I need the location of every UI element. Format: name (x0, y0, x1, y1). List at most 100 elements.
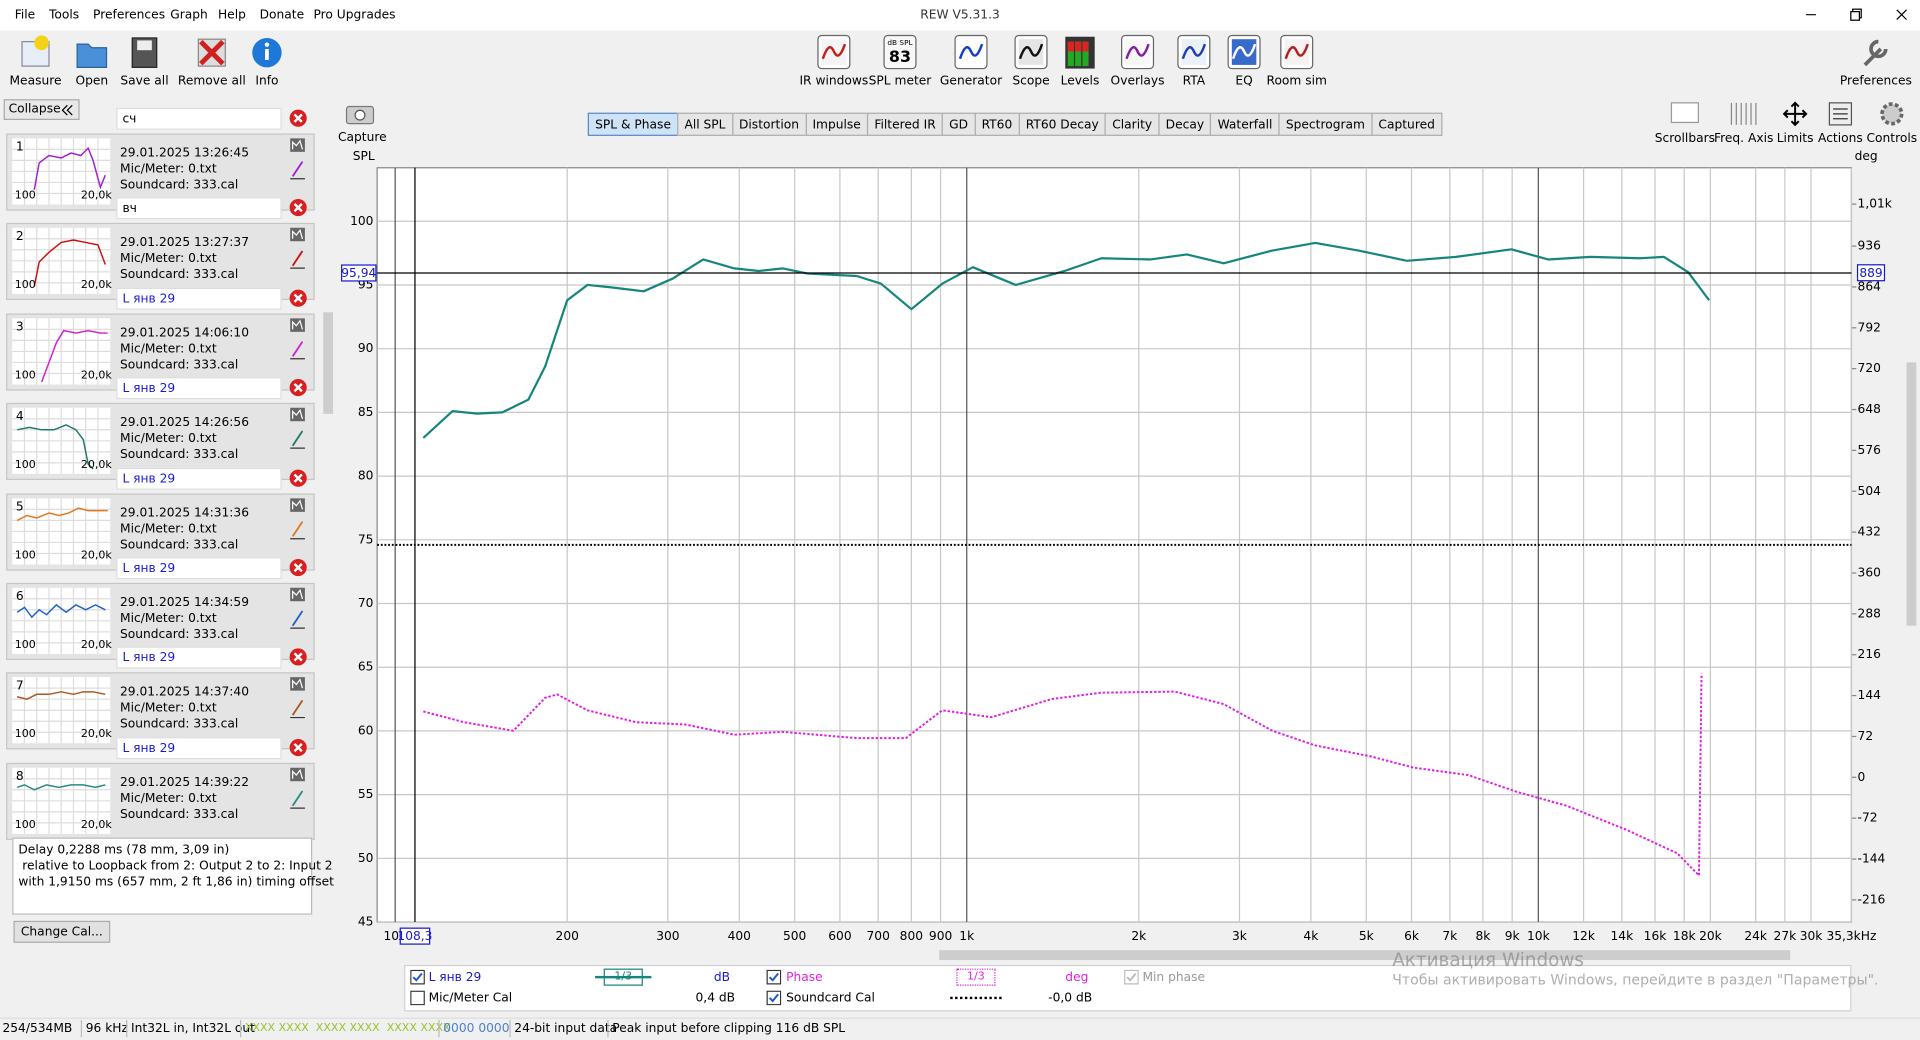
graph-tool-label[interactable]: Controls (1866, 132, 1918, 146)
measurement-name-field[interactable]: L янв 29 (116, 287, 282, 310)
measurement-thumbnail[interactable] (12, 587, 111, 654)
window-button[interactable] (1847, 5, 1867, 25)
toolbar-button[interactable]: Save all (103, 34, 186, 90)
menu-item[interactable]: File (14, 8, 36, 23)
checkbox[interactable] (766, 969, 782, 985)
measurement-name-field[interactable]: L янв 29 (116, 647, 282, 670)
checkbox[interactable] (766, 990, 782, 1006)
measurement-name-field[interactable]: L янв 29 (116, 736, 282, 759)
icon-glyph (958, 43, 984, 60)
measurement-actions[interactable] (289, 227, 306, 283)
checkbox[interactable] (410, 990, 425, 1006)
graph-tool-icon[interactable] (1824, 100, 1856, 127)
remove-button[interactable] (289, 199, 307, 217)
toolbar-button[interactable]: Room sim (1255, 34, 1338, 90)
toolbar-button[interactable]: Open (50, 34, 133, 90)
graph-tool-label[interactable]: Limits (1776, 132, 1814, 146)
tab[interactable]: Distortion (731, 112, 807, 136)
toolbar-button[interactable]: Preferences (1834, 34, 1917, 90)
tab[interactable]: RT60 (974, 112, 1020, 136)
window-button[interactable] (1892, 5, 1912, 25)
y2-tick-label: 0 (1858, 770, 1866, 784)
remove-button[interactable] (289, 558, 307, 577)
remove-button[interactable] (289, 379, 307, 397)
tab[interactable]: GD (941, 112, 976, 136)
measurement-actions[interactable] (289, 676, 306, 732)
capture-icon[interactable] (345, 103, 375, 125)
remove-button[interactable] (289, 648, 307, 666)
toolbar-button[interactable]: Scope (989, 34, 1072, 90)
menu-item[interactable]: Pro Upgrades (313, 8, 396, 23)
graph-tool-label[interactable]: Actions (1818, 132, 1863, 146)
measurement-thumbnail[interactable] (12, 138, 111, 205)
graph-tool-label[interactable]: Freq. Axis (1713, 132, 1774, 146)
graph-tool-icon[interactable] (1779, 100, 1811, 127)
checkbox[interactable] (410, 969, 425, 985)
measurement-thumbnail[interactable] (12, 407, 111, 475)
smoothing-box[interactable]: 1/3 (603, 968, 643, 986)
tab[interactable]: Waterfall (1210, 112, 1280, 136)
toolbar-button[interactable]: Generator (929, 34, 1012, 90)
collapse-button[interactable]: Collapse (3, 99, 80, 121)
measurement-mic: Mic/Meter: 0.txt (120, 342, 217, 357)
measurement-thumbnail[interactable] (12, 497, 111, 564)
tab[interactable]: SPL & Phase (587, 112, 679, 136)
measurement-name-field[interactable]: вч (116, 197, 282, 220)
tab[interactable]: Spectrogram (1278, 112, 1373, 136)
toolbar-button[interactable]: Measure (0, 34, 77, 90)
box (766, 990, 782, 1006)
remove-button[interactable] (289, 468, 307, 487)
tab[interactable]: Filtered IR (866, 112, 944, 136)
tab[interactable]: RT60 Decay (1018, 112, 1107, 136)
measurement-actions[interactable] (289, 137, 306, 193)
menu-item[interactable]: Help (217, 8, 246, 23)
menu-item[interactable]: Preferences (93, 8, 166, 23)
graph-tool-label[interactable]: Scrollbars (1654, 132, 1716, 146)
remove-button[interactable] (289, 289, 307, 307)
thumb-axis-label: 20,0k (80, 369, 112, 382)
toolbar-button[interactable]: IR windows (792, 34, 875, 90)
measurement-name-field[interactable]: сч (116, 107, 282, 130)
remove-button[interactable] (289, 738, 307, 756)
measurement-actions[interactable] (289, 587, 306, 643)
graph-tool-icon[interactable] (1669, 100, 1701, 127)
toolbar-button[interactable]: Remove all (170, 34, 253, 90)
tab[interactable]: Impulse (805, 112, 869, 136)
icon-glyph (1181, 43, 1207, 60)
toolbar-button[interactable]: dB SPL 83 SPL meter (858, 34, 941, 90)
glyph (293, 652, 303, 662)
tab[interactable]: All SPL (677, 112, 733, 136)
tab[interactable]: Captured (1371, 112, 1443, 136)
y-tick-label: 50 (358, 851, 374, 865)
menu-item[interactable]: Donate (259, 8, 305, 23)
info-box: Delay 0,2288 ms (78 mm, 3,09 in) relativ… (12, 837, 334, 915)
measurement-thumbnail[interactable] (12, 677, 111, 744)
toolbar-button[interactable]: Levels (1038, 34, 1121, 90)
graph-tool-icon[interactable] (1876, 100, 1908, 127)
measurement-thumbnail[interactable] (12, 318, 111, 385)
measurement-actions[interactable] (289, 497, 306, 553)
measurement-thumbnail[interactable] (12, 228, 111, 295)
window-button[interactable] (1801, 5, 1821, 25)
toolbar-button[interactable]: Overlays (1096, 34, 1179, 90)
measurement-actions[interactable] (289, 317, 306, 373)
change-cal-button[interactable]: Change Cal... (13, 920, 111, 943)
menu-item[interactable]: Graph (170, 8, 208, 23)
remove-button[interactable] (289, 109, 307, 127)
measurement-name-field[interactable]: L янв 29 (116, 377, 282, 400)
toolbar-button[interactable]: RTA (1152, 34, 1235, 90)
measurement-name-field[interactable]: L янв 29 (116, 467, 282, 490)
tab[interactable]: Clarity (1104, 112, 1160, 136)
measurement-name-field[interactable]: L янв 29 (116, 557, 282, 580)
graph-tool-icon[interactable] (1728, 100, 1760, 127)
toolbar-button[interactable]: Info (225, 34, 308, 90)
tab[interactable]: Decay (1158, 112, 1212, 136)
capture-label[interactable]: Capture (337, 131, 387, 145)
measurement-actions[interactable] (289, 766, 306, 822)
menu-item[interactable]: Tools (48, 8, 80, 23)
measurement-actions[interactable] (289, 407, 306, 463)
smoothing-box[interactable]: 1/3 (956, 968, 996, 986)
measurement-thumbnail[interactable] (12, 767, 111, 834)
toolbar-button[interactable]: EQ (1202, 34, 1285, 90)
